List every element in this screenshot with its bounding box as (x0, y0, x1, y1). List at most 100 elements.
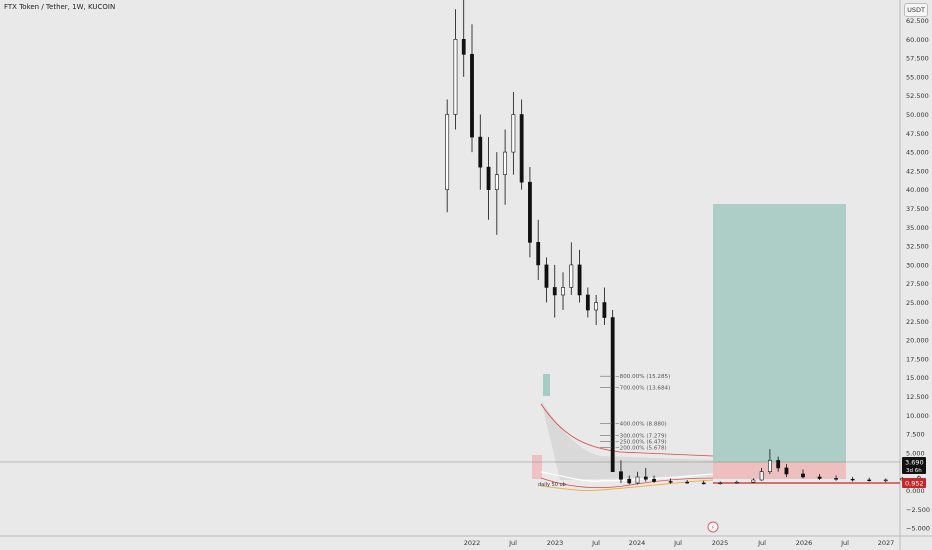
candle-body (470, 54, 474, 138)
x-tick-label: 2022 (464, 539, 481, 547)
y-tick-label: 30.000 (906, 261, 929, 269)
candle-body (494, 174, 499, 191)
candle-body (850, 478, 855, 481)
x-tick-label: Jul (508, 539, 517, 547)
y-tick-label: 10.000 (906, 412, 929, 420)
candle-body (528, 181, 532, 243)
candle-body (461, 38, 466, 55)
candle-body (585, 294, 590, 311)
small-stop-box (532, 455, 542, 479)
fib-level-label: −300.00% (7.279) (615, 434, 667, 440)
y-tick-label: 27.500 (906, 280, 929, 288)
candle-body (635, 476, 640, 484)
y-tick-label: 47.500 (906, 130, 929, 138)
candle-body (751, 479, 756, 483)
candle-body (610, 317, 615, 473)
y-tick-label: 20.000 (906, 337, 929, 345)
candle-body (536, 242, 541, 266)
y-tick-label: 15.000 (906, 374, 929, 382)
candle-body (561, 287, 565, 296)
candle-body (652, 478, 656, 482)
daily-50-line (540, 471, 714, 482)
candle-body (619, 471, 623, 480)
y-tick-label: −5.000 (906, 525, 930, 533)
candle-body (552, 287, 557, 296)
y-tick-label: 5.000 (906, 449, 925, 457)
fib-level-label: −700.00% (13.684) (615, 385, 670, 391)
stop-zone[interactable] (713, 462, 846, 479)
candle-body (569, 264, 574, 288)
y-tick-label: 37.500 (906, 205, 929, 213)
symbol-title: FTX Token / Tether, 1W, KUCOIN (4, 3, 116, 11)
y-tick-label: 55.000 (906, 73, 929, 81)
upper-band-line (540, 403, 714, 457)
candle-body (701, 482, 706, 485)
y-tick-label: 60.000 (906, 36, 929, 44)
fib-level-label: −200.00% (5.678) (615, 446, 667, 452)
candle-body (867, 479, 872, 482)
y-tick-label: 22.500 (906, 318, 929, 326)
candle-body (759, 471, 764, 481)
small-target-box (543, 374, 550, 396)
candle-body (602, 302, 607, 318)
x-tick-label: 2027 (878, 539, 895, 547)
candle-body (594, 302, 599, 311)
lightning-icon[interactable] (707, 521, 719, 533)
y-tick-label: 52.500 (906, 92, 929, 100)
fib-level-label: −250.00% (6.479) (615, 440, 667, 446)
lower-band-line (540, 477, 714, 488)
x-tick-label: Jul (673, 539, 682, 547)
y-tick-label: 0.000 (906, 487, 925, 495)
candle-body (883, 479, 888, 482)
y-tick-label: 35.000 (906, 224, 929, 232)
y-tick-label: 42.500 (906, 167, 929, 175)
x-tick-label: 2026 (796, 539, 813, 547)
candle-body (767, 460, 772, 473)
x-tick-label: 2024 (629, 539, 646, 547)
countdown-text: 3d 6h (906, 468, 922, 474)
y-tick-label: 12.500 (906, 393, 929, 401)
projection-area (541, 400, 713, 480)
candle-body (776, 460, 781, 469)
candle-body (668, 481, 673, 483)
candle-body (544, 264, 549, 288)
y-tick-label: 7.500 (906, 431, 925, 439)
x-tick-label: 2025 (712, 539, 729, 547)
currency-button[interactable]: USDT (904, 3, 928, 17)
current-price-tag (902, 457, 926, 474)
y-tick-label: −2.500 (906, 506, 930, 514)
x-tick-label: 2023 (547, 539, 564, 547)
candle-body (577, 264, 582, 296)
candle-body (478, 136, 483, 168)
y-tick-label: 57.500 (906, 55, 929, 63)
y-tick-label: 62.500 (906, 17, 929, 25)
current-price-text: 3.690 (905, 459, 924, 467)
lightning-glyph: ⚡ (711, 525, 715, 532)
candle-body (519, 114, 524, 183)
candle-body (685, 481, 690, 484)
candle-body (445, 114, 450, 190)
level-tag (902, 478, 926, 488)
candle-body (503, 151, 508, 175)
candle-body (627, 478, 632, 484)
x-tick-label: Jul (757, 539, 766, 547)
y-tick-label: 17.500 (906, 355, 929, 363)
daily-50-annotation: daily 50 ub (538, 482, 566, 488)
candle-body (734, 481, 739, 484)
fib-level-label: −800.00% (15.285) (615, 374, 670, 380)
y-tick-label: 32.500 (906, 243, 929, 251)
level-text: 0.952 (905, 480, 924, 488)
fib-level-label: −400.00% (8.880) (615, 422, 667, 428)
candle-body (718, 482, 723, 485)
candle-body (784, 467, 789, 475)
candle-body (643, 476, 648, 480)
target-zone[interactable] (713, 204, 846, 462)
y-tick-label: 25.000 (906, 299, 929, 307)
candle-body (834, 478, 839, 480)
x-tick-label: Jul (840, 539, 849, 547)
y-tick-label: 40.000 (906, 186, 929, 194)
candle-body (817, 476, 822, 479)
candle-body (511, 114, 516, 153)
